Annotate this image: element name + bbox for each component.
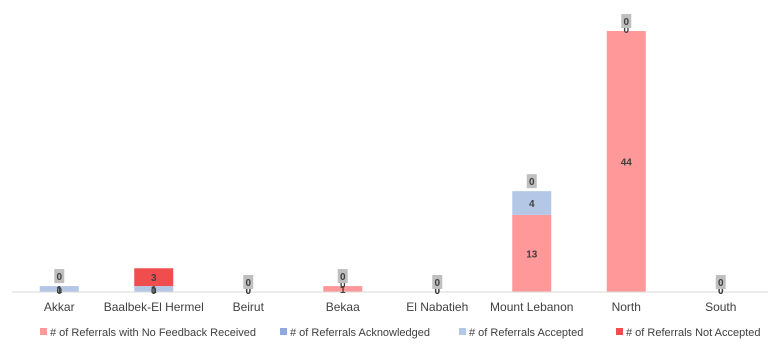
total-label: 0 xyxy=(337,269,348,284)
bar-segment xyxy=(323,286,363,292)
bar-segment xyxy=(134,286,174,292)
data-label: 0 xyxy=(245,286,251,297)
total-label: 0 xyxy=(243,275,254,289)
legend-label: # of Referrals Acknowledged xyxy=(290,327,430,339)
data-label: 0 xyxy=(434,286,440,297)
total-label: 0 xyxy=(432,275,443,289)
data-label: 0 xyxy=(340,272,346,283)
bar-segment xyxy=(512,214,552,292)
data-label: 1 xyxy=(151,285,157,296)
data-label: 0 xyxy=(340,280,346,291)
data-label: 0 xyxy=(56,272,62,283)
legend-label: # of Referrals Accepted xyxy=(469,327,583,339)
legend-swatch xyxy=(40,328,47,335)
legend-entry: # of Referrals Accepted xyxy=(459,327,583,339)
label-box xyxy=(715,275,726,289)
legend-entry: # of Referrals Acknowledged xyxy=(280,327,430,339)
bar-segment xyxy=(39,286,79,292)
data-label: 1 xyxy=(340,285,346,296)
legend-swatch xyxy=(280,328,287,335)
category-tick-label: Mount Lebanon xyxy=(490,300,573,314)
total-label: 0 xyxy=(526,174,537,189)
data-label: 0 xyxy=(623,25,629,36)
label-box xyxy=(54,269,65,284)
total-label: 0 xyxy=(621,14,632,28)
category-tick-label: Baalbek-El Hermel xyxy=(104,300,204,314)
label-box xyxy=(526,174,537,189)
total-label: 0 xyxy=(715,275,726,289)
data-label: 0 xyxy=(434,278,440,289)
legend-entry: # of Referrals Not Accepted xyxy=(616,327,761,339)
category-tick-label: El Nabatieh xyxy=(406,300,468,314)
total-label: 0 xyxy=(54,269,65,284)
data-label: 0 xyxy=(718,286,724,297)
data-label: 44 xyxy=(621,158,633,169)
data-label: 0 xyxy=(245,286,251,297)
data-label: 0 xyxy=(245,278,251,289)
data-label: 1 xyxy=(56,285,62,296)
label-box xyxy=(337,269,348,284)
category-tick-label: North xyxy=(612,300,641,314)
legend-label: # of Referrals with No Feedback Received xyxy=(50,327,256,339)
data-label: 0 xyxy=(718,286,724,297)
legend-swatch xyxy=(459,328,466,335)
bar-segment xyxy=(606,31,646,292)
data-label: 0 xyxy=(434,286,440,297)
bar-segment xyxy=(512,191,552,215)
category-tick-label: South xyxy=(705,300,736,314)
data-label: 0 xyxy=(56,286,62,297)
category-tick-label: Beirut xyxy=(233,300,265,314)
legend-label: # of Referrals Not Accepted xyxy=(626,327,761,339)
data-label: 0 xyxy=(623,17,629,28)
data-label: 0 xyxy=(151,286,157,297)
legend: # of Referrals with No Feedback Received… xyxy=(40,327,761,339)
bars-layer xyxy=(39,31,646,292)
category-labels: Akkar Baalbek-El Hermel Beirut Bekaa El Naba… xyxy=(44,300,737,314)
data-label: 3 xyxy=(151,273,157,284)
category-tick-label: Bekaa xyxy=(326,300,360,314)
legend-swatch xyxy=(616,328,623,335)
label-box xyxy=(243,275,254,289)
data-label: 0 xyxy=(529,177,535,188)
data-label: 0 xyxy=(718,278,724,289)
data-label: 4 xyxy=(529,199,535,210)
label-box xyxy=(621,14,632,28)
data-label: 13 xyxy=(526,249,538,260)
category-tick-label: Akkar xyxy=(44,300,75,314)
legend-entry: # of Referrals with No Feedback Received xyxy=(40,327,256,339)
bar-segment xyxy=(134,268,174,287)
label-box xyxy=(432,275,443,289)
